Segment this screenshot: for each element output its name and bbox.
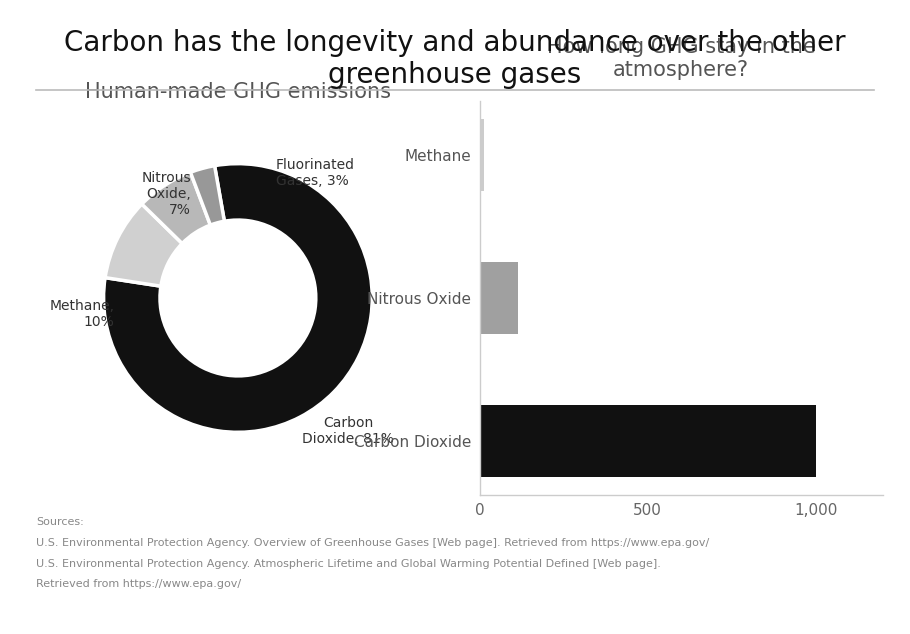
Text: Sources:: Sources: <box>36 517 84 527</box>
Text: U.S. Environmental Protection Agency. Overview of Greenhouse Gases [Web page]. R: U.S. Environmental Protection Agency. Ov… <box>36 538 710 548</box>
Wedge shape <box>106 204 182 286</box>
Text: Fluorinated
Gases, 3%: Fluorinated Gases, 3% <box>276 158 355 188</box>
Bar <box>480 262 518 333</box>
Text: Carbon has the longevity and abundance over the other
greenhouse gases: Carbon has the longevity and abundance o… <box>65 29 845 89</box>
Bar <box>480 405 815 477</box>
Text: Methane,
10%: Methane, 10% <box>49 299 115 329</box>
Bar <box>480 119 484 191</box>
Text: Retrieved from https://www.epa.gov/: Retrieved from https://www.epa.gov/ <box>36 579 241 590</box>
Wedge shape <box>142 172 210 243</box>
Title: Human-made GHG emissions: Human-made GHG emissions <box>85 82 391 102</box>
Wedge shape <box>190 165 225 225</box>
Title: How long GHG stay in the
atmosphere?: How long GHG stay in the atmosphere? <box>547 37 815 81</box>
Wedge shape <box>104 164 372 432</box>
Text: Carbon
Dioxide, 81%: Carbon Dioxide, 81% <box>302 416 394 446</box>
Text: Nitrous
Oxide,
7%: Nitrous Oxide, 7% <box>141 171 191 217</box>
Text: U.S. Environmental Protection Agency. Atmospheric Lifetime and Global Warming Po: U.S. Environmental Protection Agency. At… <box>36 559 662 569</box>
